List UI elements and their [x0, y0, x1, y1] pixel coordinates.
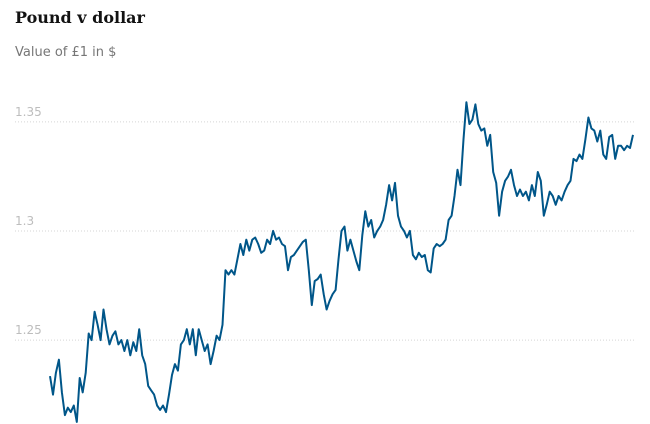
- y-tick-label: 1.3: [15, 214, 34, 228]
- y-tick-label: 1.25: [15, 323, 42, 337]
- chart-subtitle: Value of £1 in $: [15, 45, 116, 60]
- chart-title: Pound v dollar: [15, 8, 146, 27]
- data-line: [49, 101, 634, 423]
- y-tick-label: 1.35: [15, 105, 42, 119]
